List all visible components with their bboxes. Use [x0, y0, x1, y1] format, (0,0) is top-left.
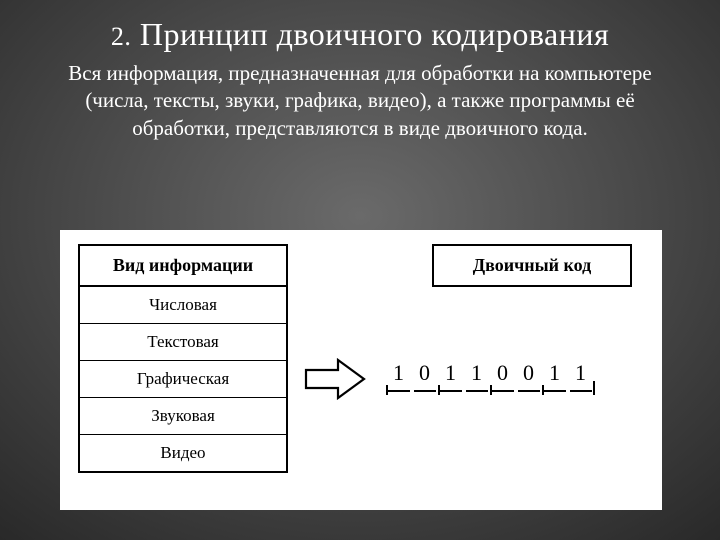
title-text: Принцип двоичного кодирования [140, 16, 609, 52]
table-row: Видео [80, 435, 286, 471]
binary-digit: 1 [568, 360, 594, 392]
binary-digit: 1 [542, 360, 568, 392]
table-header: Вид информации [80, 246, 286, 287]
table-row: Звуковая [80, 398, 286, 435]
slide-subtitle: Вся информация, предназначенная для обра… [0, 54, 720, 142]
binary-digit: 1 [438, 360, 464, 392]
binary-digit: 0 [516, 360, 542, 392]
binary-sequence: 1 0 1 1 0 0 1 1 [386, 360, 594, 392]
binary-digit: 1 [386, 360, 412, 392]
table-row: Текстовая [80, 324, 286, 361]
title-number: 2. [111, 22, 132, 51]
binary-digit: 0 [412, 360, 438, 392]
table-row: Числовая [80, 287, 286, 324]
table-row: Графическая [80, 361, 286, 398]
binary-digit: 0 [490, 360, 516, 392]
binary-code-label: Двоичный код [432, 244, 632, 287]
arrow-icon [304, 358, 366, 400]
binary-digit: 1 [464, 360, 490, 392]
slide-title: 2. Принцип двоичного кодирования [0, 0, 720, 54]
diagram-figure: Вид информации Числовая Текстовая Графич… [60, 230, 662, 510]
info-type-table: Вид информации Числовая Текстовая Графич… [78, 244, 288, 473]
